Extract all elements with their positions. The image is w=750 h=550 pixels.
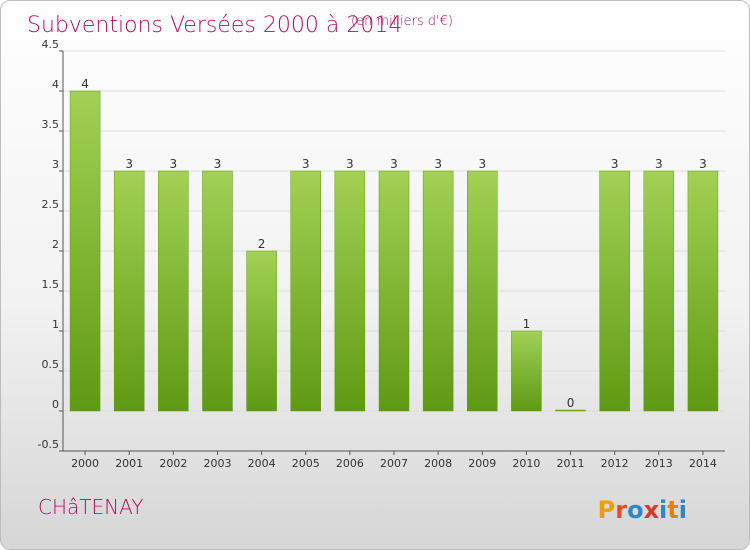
bar-2008 [422, 170, 454, 412]
x-tick-label-2006: 2006 [336, 457, 364, 470]
y-tick-label: 4 [52, 78, 59, 91]
x-tick-label-2000: 2000 [71, 457, 99, 470]
y-tick-label: 2 [52, 238, 59, 251]
x-tick-label-2014: 2014 [689, 457, 717, 470]
x-tick-label-2010: 2010 [512, 457, 540, 470]
bar-2006 [334, 170, 366, 412]
bar-2002 [158, 170, 189, 412]
brand-letter: r [615, 496, 627, 524]
data-label-2005: 3 [302, 157, 310, 171]
bar-2013 [643, 170, 675, 412]
data-label-2002: 3 [170, 157, 178, 171]
data-label-2004: 2 [258, 237, 266, 251]
y-tick-label: 2.5 [42, 198, 60, 211]
data-label-2011: 0 [567, 396, 575, 410]
bar-2000 [69, 90, 101, 412]
x-tick-label-2011: 2011 [557, 457, 585, 470]
data-label-2012: 3 [611, 157, 619, 171]
bar-2003 [202, 170, 233, 412]
data-label-2001: 3 [125, 157, 133, 171]
x-tick-label-2009: 2009 [468, 457, 496, 470]
bar-2011 [555, 409, 586, 412]
brand-letter: o [627, 496, 644, 524]
y-tick-label: 0 [52, 398, 59, 411]
brand-wordmark: Proxiti [598, 496, 687, 524]
y-tick-label: 3.5 [42, 118, 60, 131]
y-tick-label: 0.5 [42, 358, 60, 371]
bar-2005 [290, 170, 321, 412]
x-tick-label-2003: 2003 [203, 457, 231, 470]
x-tick-label-2012: 2012 [601, 457, 629, 470]
x-tick-label-2007: 2007 [380, 457, 408, 470]
bar-2007 [378, 170, 410, 412]
data-label-2003: 3 [214, 157, 222, 171]
commune-name: CHâTENAY [38, 495, 143, 519]
data-label-2009: 3 [478, 157, 486, 171]
bar-2004 [246, 250, 277, 412]
chart-unit: (en milliers d'€) [351, 14, 453, 29]
data-label-2007: 3 [390, 157, 398, 171]
brand-letter: x [644, 496, 660, 524]
proxiti-logo: Proxiti [598, 496, 687, 524]
y-tick-label: 4.5 [42, 38, 60, 51]
data-label-2008: 3 [434, 157, 442, 171]
x-tick-label-2002: 2002 [159, 457, 187, 470]
x-tick-label-2001: 2001 [115, 457, 143, 470]
x-tick-label-2008: 2008 [424, 457, 452, 470]
bar-2010 [511, 330, 542, 412]
y-tick-label: 1 [52, 318, 59, 331]
x-tick-label-2005: 2005 [292, 457, 320, 470]
axes: -0.5 0 0.5 1 1.5 2 2.5 3 3.5 4 4.5 2000 2001 2002 2003… [38, 38, 725, 470]
y-tick-label: 3 [52, 158, 59, 171]
y-tick-label: 1.5 [42, 278, 60, 291]
data-label-2013: 3 [655, 157, 663, 171]
data-label-2010: 1 [523, 317, 531, 331]
brand-letter: i [659, 496, 667, 524]
x-tick-label-2013: 2013 [645, 457, 673, 470]
data-label-2006: 3 [346, 157, 354, 171]
bar-2009 [467, 170, 498, 412]
y-tick-label: -0.5 [38, 438, 59, 451]
bars: 4 3 3 3 2 3 3 3 3 3 1 0 3 3 3 [69, 77, 719, 412]
brand-letter: P [598, 496, 616, 524]
bar-2012 [599, 170, 630, 412]
data-label-2014: 3 [699, 157, 707, 171]
bar-2001 [113, 170, 145, 412]
brand-letter: i [679, 496, 687, 524]
data-label-2000: 4 [81, 77, 89, 91]
bar-2014 [687, 170, 719, 412]
x-tick-label-2004: 2004 [248, 457, 276, 470]
brand-letter: t [667, 496, 678, 524]
chart-title: Subventions Versées 2000 à 2014 [27, 13, 402, 38]
